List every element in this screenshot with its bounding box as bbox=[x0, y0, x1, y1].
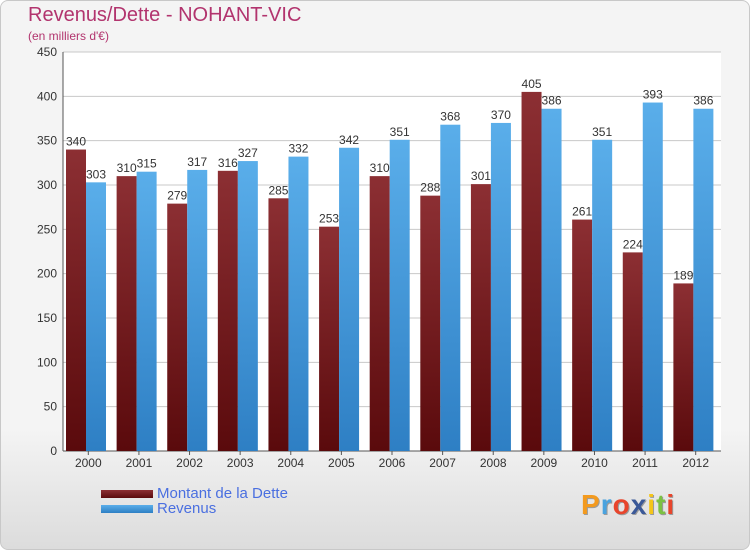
proxiti-logo: Proxiti bbox=[581, 489, 675, 521]
bar-dette bbox=[217, 170, 238, 451]
data-label-revenus: 317 bbox=[187, 155, 207, 169]
data-label-dette: 316 bbox=[218, 156, 238, 170]
bar-revenus bbox=[440, 124, 461, 451]
y-tick-label: 250 bbox=[37, 222, 57, 236]
bar-dette bbox=[116, 176, 137, 451]
legend-swatch-dette bbox=[101, 490, 153, 498]
y-tick-label: 300 bbox=[37, 178, 57, 192]
y-tick-label: 400 bbox=[37, 89, 57, 103]
bar-revenus bbox=[136, 171, 157, 451]
data-label-revenus: 393 bbox=[643, 88, 663, 102]
legend-label-revenus: Revenus bbox=[157, 500, 217, 517]
x-tick-label: 2011 bbox=[632, 456, 658, 470]
data-label-dette: 340 bbox=[66, 135, 86, 149]
bar-dette bbox=[521, 91, 542, 452]
data-label-dette: 288 bbox=[420, 181, 440, 195]
y-tick-label: 450 bbox=[37, 45, 57, 59]
y-tick-label: 150 bbox=[37, 311, 57, 325]
bar-dette bbox=[167, 203, 188, 451]
data-label-revenus: 351 bbox=[390, 125, 410, 139]
data-label-dette: 310 bbox=[370, 161, 390, 175]
data-label-dette: 253 bbox=[319, 212, 339, 226]
data-label-revenus: 351 bbox=[592, 125, 612, 139]
logo-letter: o bbox=[612, 489, 631, 520]
data-label-revenus: 327 bbox=[238, 146, 258, 160]
data-label-dette: 405 bbox=[522, 77, 542, 91]
data-label-revenus: 332 bbox=[288, 142, 308, 156]
bar-revenus bbox=[541, 108, 562, 451]
data-label-dette: 189 bbox=[673, 268, 693, 282]
x-tick-label: 2005 bbox=[328, 456, 355, 470]
x-tick-label: 2000 bbox=[75, 456, 102, 470]
x-tick-label: 2002 bbox=[176, 456, 203, 470]
bar-revenus bbox=[339, 147, 360, 451]
data-label-revenus: 342 bbox=[339, 133, 359, 147]
bar-revenus bbox=[642, 102, 663, 451]
logo-letter: t bbox=[656, 489, 667, 520]
y-tick-label: 350 bbox=[37, 134, 57, 148]
bar-revenus bbox=[693, 108, 714, 451]
bar-revenus bbox=[86, 182, 106, 451]
data-label-dette: 310 bbox=[117, 161, 137, 175]
data-label-dette: 279 bbox=[167, 189, 187, 203]
legend-swatch-revenus bbox=[101, 505, 153, 513]
logo-letter: i bbox=[666, 489, 676, 520]
bar-revenus bbox=[592, 139, 613, 451]
data-label-revenus: 370 bbox=[491, 108, 511, 122]
bar-revenus bbox=[490, 122, 511, 451]
data-label-revenus: 315 bbox=[137, 157, 157, 171]
y-tick-label: 100 bbox=[37, 355, 57, 369]
bar-dette bbox=[470, 184, 491, 451]
logo-letter: x bbox=[630, 489, 648, 520]
bar-dette bbox=[319, 226, 340, 451]
data-label-revenus: 386 bbox=[542, 94, 562, 108]
x-tick-label: 2008 bbox=[480, 456, 507, 470]
logo-letter: r bbox=[600, 489, 613, 520]
data-label-revenus: 368 bbox=[440, 110, 460, 124]
y-tick-label: 0 bbox=[50, 444, 57, 458]
data-label-revenus: 386 bbox=[693, 94, 713, 108]
data-label-dette: 261 bbox=[572, 205, 592, 219]
x-tick-label: 2001 bbox=[126, 456, 153, 470]
bar-dette bbox=[572, 219, 593, 451]
x-tick-label: 2009 bbox=[530, 456, 557, 470]
data-label-revenus: 303 bbox=[86, 167, 106, 181]
legend-label-dette: Montant de la Dette bbox=[157, 485, 288, 502]
x-tick-label: 2003 bbox=[227, 456, 254, 470]
bar-dette bbox=[268, 198, 289, 451]
data-label-dette: 224 bbox=[623, 237, 643, 251]
bar-revenus bbox=[389, 139, 410, 451]
logo-letter: P bbox=[581, 489, 601, 520]
y-tick-label: 200 bbox=[37, 267, 57, 281]
bar-revenus bbox=[288, 156, 309, 452]
data-label-dette: 285 bbox=[268, 183, 288, 197]
bar-dette bbox=[622, 252, 643, 451]
bar-dette bbox=[673, 283, 694, 451]
data-label-dette: 301 bbox=[471, 169, 491, 183]
x-tick-label: 2004 bbox=[277, 456, 304, 470]
bar-dette bbox=[420, 195, 441, 451]
x-tick-label: 2007 bbox=[429, 456, 456, 470]
x-tick-label: 2006 bbox=[379, 456, 406, 470]
logo-letter: i bbox=[647, 489, 657, 520]
bar-revenus bbox=[237, 161, 258, 451]
bar-dette bbox=[66, 149, 86, 452]
x-tick-label: 2012 bbox=[682, 456, 709, 470]
bar-revenus bbox=[187, 169, 208, 451]
bar-dette bbox=[369, 176, 390, 451]
y-tick-label: 50 bbox=[44, 400, 58, 414]
x-tick-label: 2010 bbox=[581, 456, 608, 470]
chart-subtitle: (en milliers d'€) bbox=[28, 29, 109, 43]
chart-title: Revenus/Dette - NOHANT-VIC bbox=[28, 4, 302, 26]
